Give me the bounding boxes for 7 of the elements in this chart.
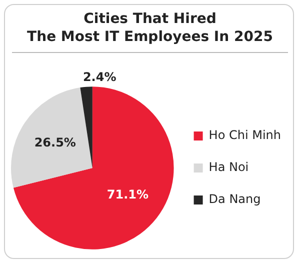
legend-label: Ha Noi [208, 160, 249, 174]
data-label: 2.4% [82, 70, 116, 84]
legend-label: Ho Chi Minh [208, 128, 282, 142]
chart-title: Cities That Hired The Most IT Employees In 2025 [26, 10, 274, 46]
data-label: 71.1% [106, 188, 148, 202]
legend-label: Da Nang [208, 192, 261, 206]
data-label: 26.5% [34, 135, 76, 150]
